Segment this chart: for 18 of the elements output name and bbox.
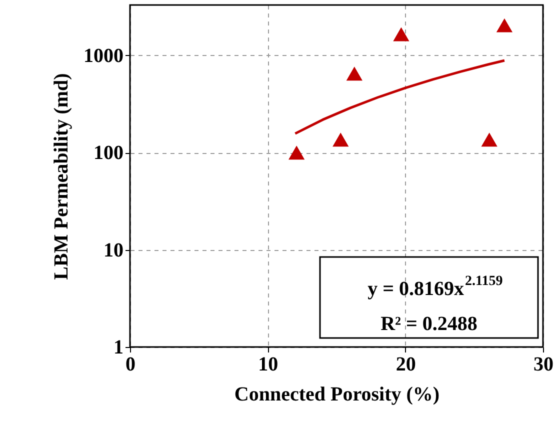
point xyxy=(481,132,498,147)
y-tick-label: 10 xyxy=(104,239,124,262)
annotation: R² = 0.2488 xyxy=(380,313,478,335)
line-series xyxy=(294,59,506,135)
point xyxy=(346,66,362,81)
y-axis-title: LBM Permeability (md) xyxy=(50,73,72,280)
x-tick-label: 20 xyxy=(396,354,416,376)
point xyxy=(393,27,410,42)
y-tick-label: 1000 xyxy=(84,44,124,67)
y-tick-label: 1 xyxy=(114,336,124,358)
x-tick-label: 0 xyxy=(126,354,136,376)
x-tick-label: 10 xyxy=(258,354,278,376)
y-tick-label: 100 xyxy=(94,142,124,164)
point xyxy=(332,132,349,147)
point xyxy=(288,146,305,160)
x-tick-label: 30 xyxy=(534,354,554,376)
x-axis-title: Connected Porosity (%) xyxy=(234,384,440,406)
point xyxy=(496,18,513,32)
